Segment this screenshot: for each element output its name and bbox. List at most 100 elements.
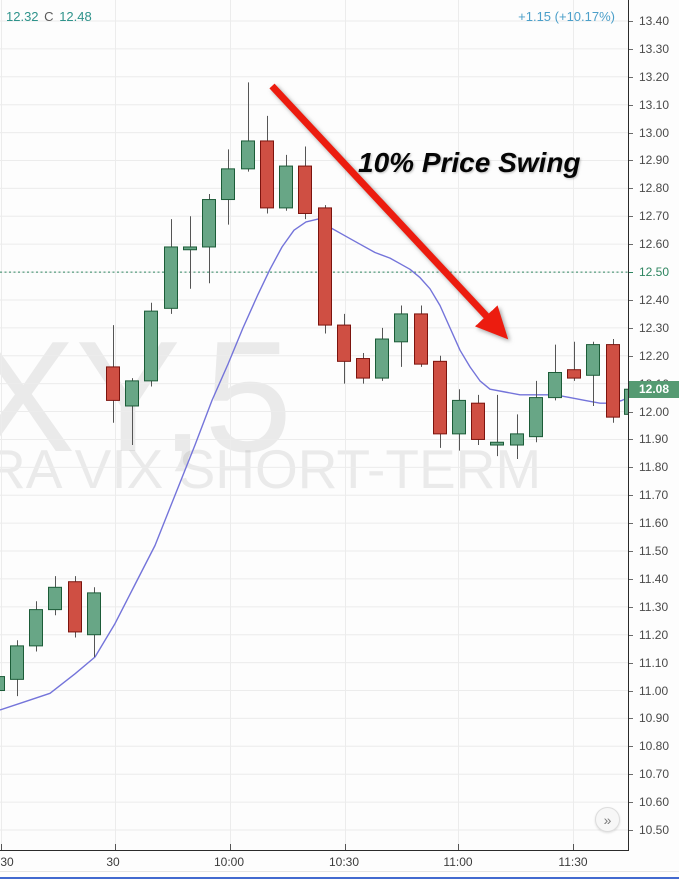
candle-up [125, 380, 139, 407]
bottom-accent-bar [0, 877, 679, 879]
candle-up [144, 310, 158, 382]
price-axis-tick [629, 160, 633, 162]
price-axis-label: 10.90 [639, 711, 670, 726]
price-axis-label: 12.30 [639, 320, 670, 335]
time-axis-label: 30 [106, 855, 120, 869]
price-axis-tick [629, 244, 633, 246]
price-axis-label: 11.60 [639, 516, 669, 531]
price-axis-label: 12.00 [639, 404, 670, 419]
price-axis-tick [629, 802, 633, 804]
candle-up [394, 313, 408, 343]
price-axis-label: 11.70 [639, 488, 669, 503]
price-axis-tick [629, 21, 633, 22]
price-axis-tick [629, 467, 633, 469]
price-axis-tick [629, 272, 633, 274]
ohlc-readout: 12.32 C 12.48 [6, 9, 92, 24]
candle-up [202, 199, 216, 248]
candle-up [548, 371, 562, 399]
price-axis-label: 12.70 [639, 209, 670, 224]
price-axis-tick [629, 718, 633, 720]
price-axis-label: 11.90 [639, 432, 669, 447]
price-axis-label: 10.80 [639, 739, 670, 754]
ohlc-close-label: C [44, 9, 54, 24]
candle-down [337, 324, 351, 362]
price-axis-tick [629, 132, 633, 134]
price-axis-tick [629, 104, 633, 106]
candle-up [510, 433, 524, 446]
candle-down [606, 344, 620, 418]
price-axis-tick [629, 662, 633, 664]
candle-up [221, 168, 235, 201]
candle-up [490, 441, 504, 446]
candle-down [356, 358, 370, 379]
price-swing-arrow[interactable] [269, 83, 509, 340]
candle-down [318, 207, 332, 326]
price-axis-tick [629, 188, 633, 190]
price-axis-label: 12.60 [639, 237, 670, 252]
symbol-description-watermark: RA VIX SHORT-TERM [0, 438, 542, 500]
candle-up [48, 586, 62, 611]
price-axis-tick [629, 634, 633, 636]
candle-up [0, 676, 5, 692]
price-axis-label: 12.80 [639, 181, 670, 196]
candle-up [241, 140, 255, 170]
price-axis-label: 12.20 [639, 348, 670, 363]
axis-separator-line [0, 871, 679, 872]
plot-bottom-border [0, 850, 629, 851]
price-axis-label: 11.00 [639, 683, 669, 698]
candle-up [529, 397, 543, 438]
price-axis-label: 12.40 [639, 292, 670, 307]
time-axis-label: 10:30 [328, 855, 360, 869]
ohlc-close-value: 12.48 [59, 9, 92, 24]
price-axis-label: 12.90 [639, 153, 670, 168]
price-axis-label: 11.20 [639, 627, 669, 642]
price-axis-tick [629, 830, 633, 831]
time-axis-label: 11:00 [443, 855, 473, 869]
change-readout: +1.15 (+10.17%) [518, 9, 615, 24]
candle-up [279, 165, 293, 209]
price-axis-tick [629, 495, 633, 497]
price-axis-tick [629, 216, 633, 218]
price-axis-label: 13.20 [639, 69, 670, 84]
candle-down [471, 402, 485, 440]
candlestick-chart-plot[interactable] [0, 0, 638, 851]
candle-down [433, 360, 447, 435]
price-axis-tick [629, 774, 633, 776]
ohlc-low-value: 12.32 [6, 9, 39, 24]
candle-up [183, 246, 197, 251]
price-axis-label: 10.60 [639, 795, 670, 810]
price-axis-label: 13.10 [639, 97, 670, 112]
candle-down [68, 581, 82, 633]
candle-up [452, 399, 466, 435]
scroll-right-button[interactable]: » [595, 807, 620, 832]
price-axis[interactable]: 12.08 10.50 10.60 10.70 10.80 10.90 11.00 11.1… [629, 0, 679, 851]
price-axis-label: 12.50 [639, 265, 670, 280]
candle-down [106, 366, 120, 401]
plot-right-border [628, 0, 629, 851]
price-axis-tick [629, 76, 633, 78]
price-swing-annotation[interactable]: 10% Price Swing [358, 147, 581, 178]
candle-down [260, 140, 274, 209]
candle-down [414, 313, 428, 365]
price-axis-tick [629, 523, 633, 525]
price-axis-tick [629, 690, 633, 692]
price-axis-tick [629, 578, 633, 580]
time-axis-label: 11:30 [558, 855, 588, 869]
price-axis-label: 11.80 [639, 460, 669, 475]
price-axis-label: 13.40 [639, 14, 670, 28]
price-axis-label: 11.10 [639, 655, 669, 670]
candle-up [10, 645, 24, 680]
time-axis[interactable]: 30 30 10:00 10:30 11:00 11:30 [0, 851, 679, 880]
candle-down [567, 369, 581, 379]
price-axis-label: 13.00 [639, 125, 670, 140]
price-axis-tick [629, 299, 633, 301]
price-axis-tick [629, 411, 633, 413]
current-price-tag: 12.08 [629, 380, 679, 398]
time-axis-label: 10:00 [213, 855, 245, 869]
price-axis-label: 10.50 [639, 823, 670, 837]
candle-up [164, 246, 178, 309]
price-axis-label: 11.30 [639, 599, 669, 614]
candle-up [29, 609, 43, 647]
price-axis-tick [629, 746, 633, 748]
